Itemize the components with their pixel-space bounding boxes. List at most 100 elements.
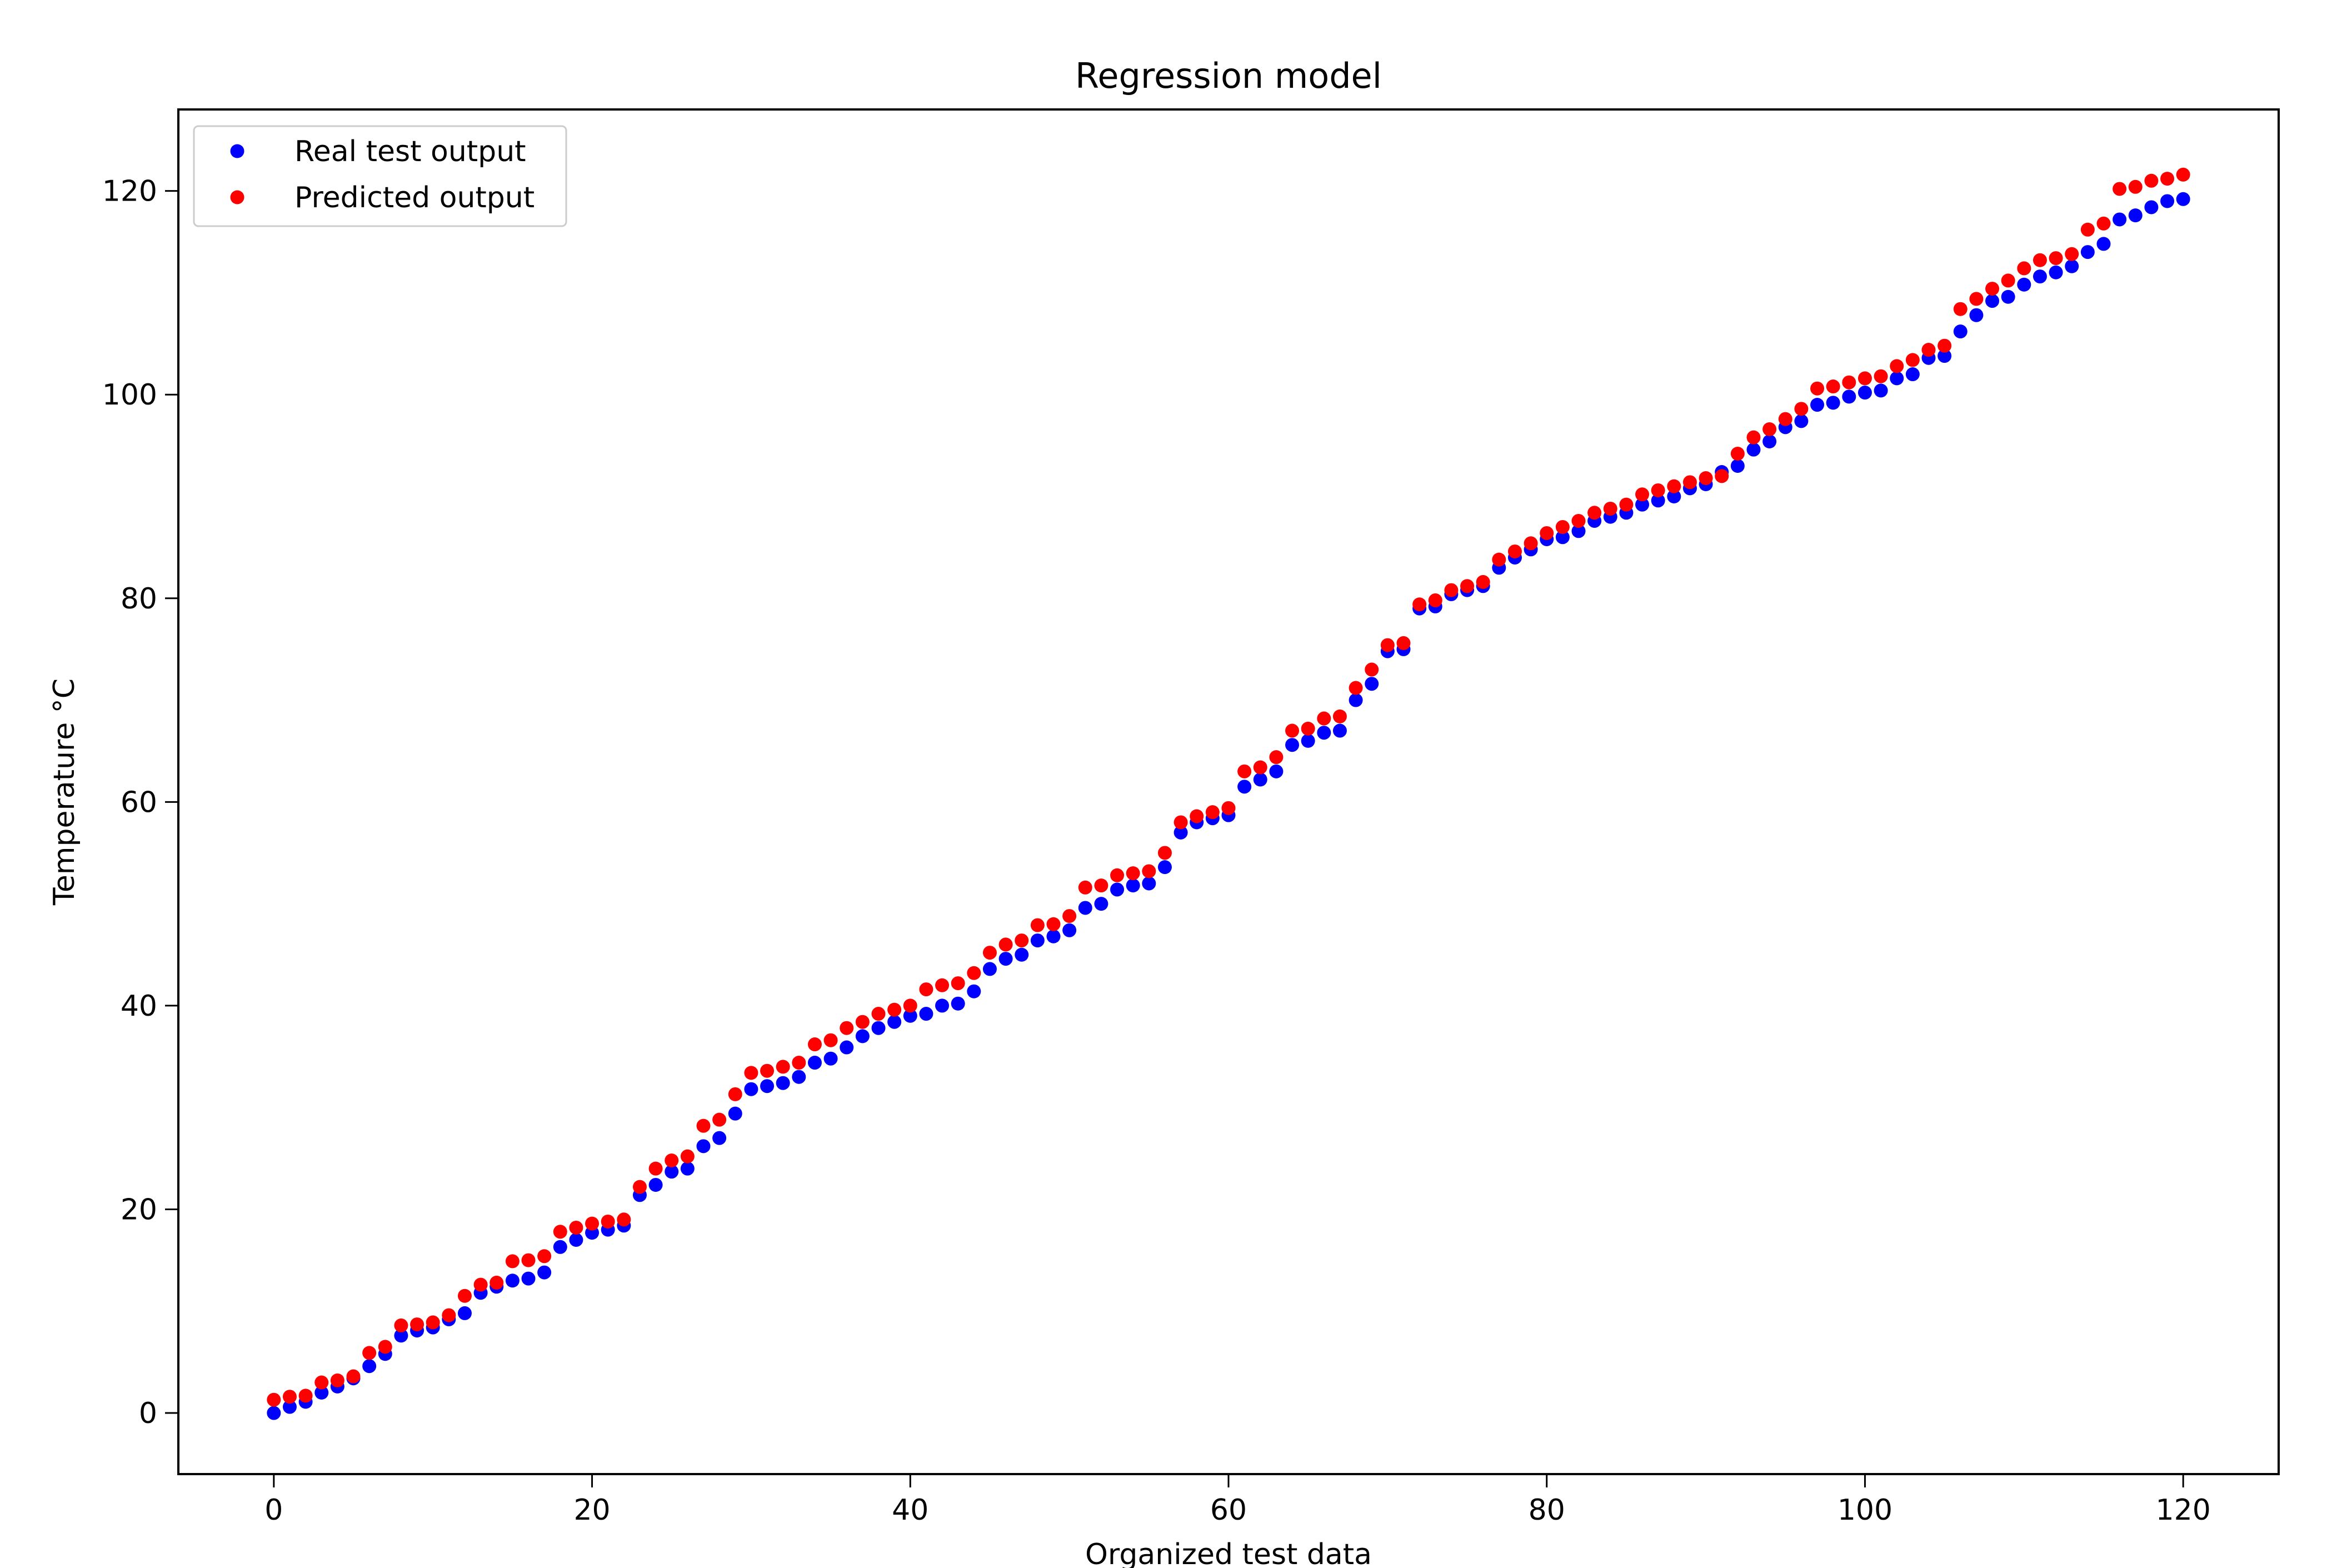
data-point (1682, 475, 1697, 490)
legend-label: Predicted output (294, 181, 535, 214)
data-point (2113, 182, 2127, 196)
data-point (855, 1015, 870, 1029)
data-point (760, 1079, 775, 1093)
data-point (362, 1359, 377, 1374)
data-point (1126, 866, 1140, 881)
legend-marker (230, 190, 244, 204)
data-point (1890, 371, 1904, 386)
data-point (457, 1306, 472, 1320)
data-point (1953, 302, 1968, 316)
data-point (998, 952, 1013, 966)
data-point (362, 1346, 377, 1360)
y-tick-label: 40 (121, 990, 157, 1023)
data-point (1969, 308, 1984, 322)
data-point (2065, 259, 2079, 273)
data-point (840, 1021, 854, 1035)
data-point (346, 1369, 361, 1384)
data-point (1571, 524, 1586, 538)
data-point (1635, 487, 1650, 502)
data-point (1221, 801, 1236, 815)
data-point (1937, 349, 1952, 363)
data-point (1332, 709, 1347, 723)
data-point (1110, 882, 1125, 897)
data-point (394, 1329, 408, 1343)
data-point (569, 1220, 583, 1235)
data-point (1301, 733, 1315, 748)
data-point (1794, 402, 1809, 416)
data-point (1380, 638, 1395, 652)
data-point (1874, 369, 1888, 383)
data-point (378, 1340, 392, 1354)
data-point (1587, 506, 1602, 520)
data-point (1762, 422, 1777, 437)
data-point (2128, 208, 2143, 223)
data-point (823, 1051, 838, 1066)
data-point (1094, 878, 1108, 893)
legend-label: Real test output (294, 135, 526, 168)
data-point (951, 976, 965, 991)
data-point (1237, 780, 1252, 794)
data-point (442, 1308, 456, 1322)
data-point (919, 982, 933, 997)
y-tick-label: 20 (121, 1193, 157, 1226)
data-point (1969, 292, 1984, 306)
data-point (521, 1253, 536, 1267)
y-tick-label: 60 (121, 786, 157, 819)
y-tick-label: 120 (102, 175, 157, 208)
data-point (1173, 825, 1188, 840)
data-point (1730, 458, 1745, 473)
x-tick-label: 120 (2156, 1494, 2211, 1527)
data-point (617, 1212, 631, 1227)
data-point (1126, 878, 1140, 893)
data-point (1890, 359, 1904, 373)
data-point (1619, 497, 1634, 512)
data-point (298, 1389, 313, 1403)
data-point (1905, 353, 1920, 367)
data-point (505, 1274, 520, 1288)
data-point (1810, 398, 1825, 412)
data-point (1365, 677, 1379, 691)
data-point (1285, 723, 1300, 738)
series-predicted-output (267, 167, 2190, 1407)
data-point (1444, 583, 1459, 597)
data-point (1046, 929, 1061, 943)
data-point (1142, 864, 1156, 878)
data-point (935, 978, 950, 992)
data-point (2017, 261, 2031, 276)
data-point (1301, 721, 1315, 736)
data-point (1332, 723, 1347, 738)
data-point (1857, 386, 1872, 400)
data-point (1730, 446, 1745, 461)
data-point (1667, 479, 1681, 493)
data-point (728, 1087, 742, 1101)
data-point (1476, 575, 1490, 589)
data-point (2033, 253, 2047, 267)
data-point (632, 1180, 647, 1194)
data-point (1110, 868, 1125, 882)
data-point (648, 1177, 663, 1192)
legend-frame (193, 125, 567, 227)
data-point (1078, 901, 1092, 915)
data-point (601, 1214, 615, 1229)
data-point (982, 962, 997, 976)
data-point (410, 1317, 425, 1332)
data-point (426, 1315, 440, 1330)
data-point (569, 1232, 583, 1247)
data-point (1173, 815, 1188, 830)
legend-marker (230, 144, 244, 158)
data-point (1905, 367, 1920, 382)
data-point (887, 1015, 902, 1029)
data-point (1842, 389, 1856, 404)
x-tick-label: 20 (573, 1494, 610, 1527)
data-point (840, 1040, 854, 1055)
data-point (2017, 277, 2031, 292)
data-point (1874, 383, 1888, 398)
chart-title: Regression model (1075, 56, 1382, 96)
data-point (553, 1225, 567, 1239)
data-point (1603, 501, 1617, 516)
x-axis-label: Organized test data (1085, 1538, 1372, 1568)
data-point (2049, 265, 2063, 279)
data-point (696, 1118, 711, 1133)
data-point (823, 1033, 838, 1047)
